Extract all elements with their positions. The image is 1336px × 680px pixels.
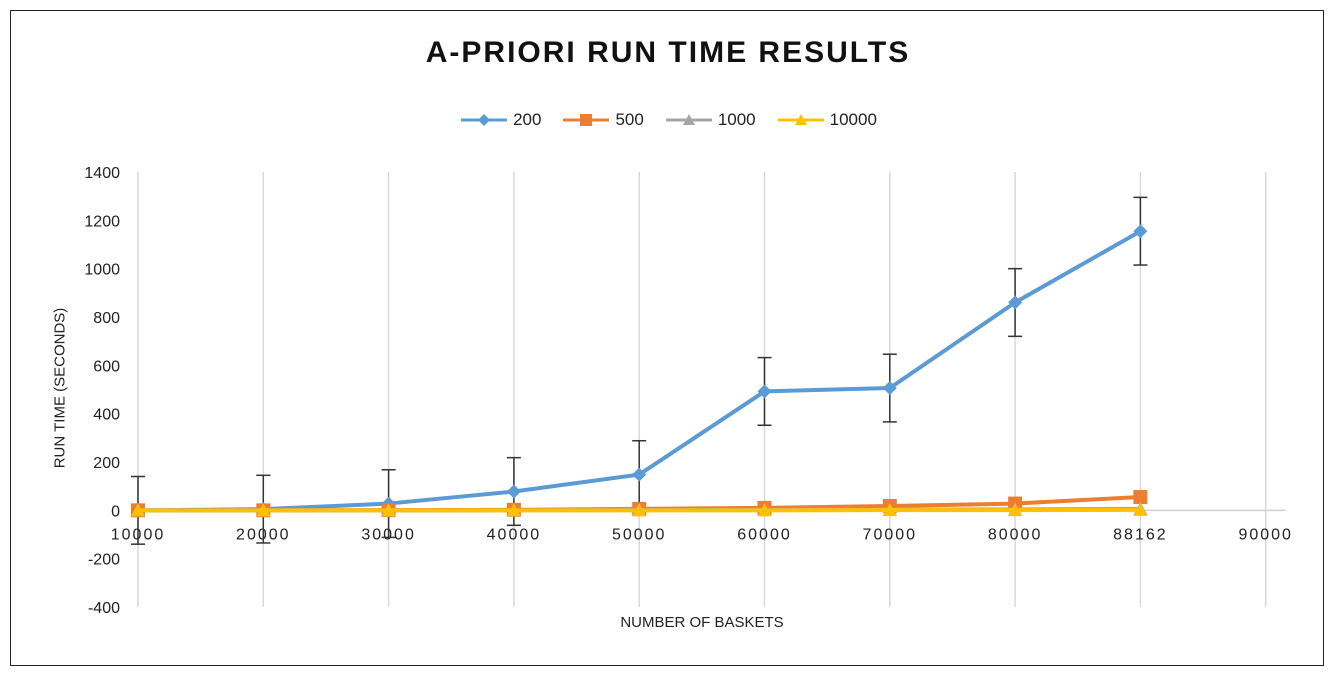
point-200-80000 bbox=[1008, 295, 1023, 310]
point-10000-50000 bbox=[632, 503, 647, 517]
x-tick-20000: 20000 bbox=[236, 526, 291, 543]
point-500-88162 bbox=[1133, 490, 1148, 505]
legend-swatch-10000 bbox=[777, 114, 824, 125]
x-tick-60000: 60000 bbox=[737, 526, 792, 543]
x-tick-90000: 90000 bbox=[1238, 526, 1293, 543]
y-tick--200: -200 bbox=[88, 552, 120, 569]
legend-item-1000: 1000 bbox=[664, 110, 756, 130]
point-200-70000 bbox=[882, 381, 897, 396]
y-tick-200: 200 bbox=[93, 455, 120, 472]
y-tick-0: 0 bbox=[111, 503, 120, 520]
y-tick--400: -400 bbox=[88, 600, 120, 617]
legend-label-500: 500 bbox=[615, 110, 644, 129]
x-tick-88162: 88162 bbox=[1113, 526, 1168, 543]
legend-item-10000: 10000 bbox=[776, 110, 877, 130]
legend-label-1000: 1000 bbox=[717, 110, 756, 129]
legend-label-200: 200 bbox=[513, 110, 542, 129]
y-tick-400: 400 bbox=[93, 407, 120, 424]
point-10000-88162 bbox=[1133, 502, 1148, 516]
point-10000-20000 bbox=[256, 503, 271, 517]
x-tick-50000: 50000 bbox=[612, 526, 667, 543]
x-tick-80000: 80000 bbox=[988, 526, 1043, 543]
point-200-40000 bbox=[506, 484, 521, 499]
legend-swatch-1000 bbox=[665, 114, 712, 125]
point-10000-60000 bbox=[757, 503, 772, 517]
x-tick-70000: 70000 bbox=[863, 526, 918, 543]
y-tick-1000: 1000 bbox=[84, 262, 120, 279]
point-10000-40000 bbox=[506, 503, 521, 517]
legend-swatch-200 bbox=[461, 114, 508, 126]
x-tick-30000: 30000 bbox=[361, 526, 416, 543]
y-tick-1200: 1200 bbox=[84, 213, 120, 230]
point-200-50000 bbox=[632, 467, 647, 482]
point-200-88162 bbox=[1133, 224, 1148, 239]
x-tick-10000: 10000 bbox=[111, 526, 166, 543]
chart-legend: 200 500 1000 10000 bbox=[0, 110, 1336, 130]
y-tick-800: 800 bbox=[93, 310, 120, 327]
chart-title: A-PRIORI RUN TIME RESULTS bbox=[425, 36, 911, 69]
point-10000-70000 bbox=[882, 503, 897, 517]
point-10000-30000 bbox=[381, 503, 396, 517]
legend-item-200: 200 bbox=[459, 110, 541, 130]
legend-item-500: 500 bbox=[561, 110, 644, 130]
point-10000-80000 bbox=[1008, 503, 1023, 517]
x-tick-40000: 40000 bbox=[487, 526, 542, 543]
y-tick-1400: 1400 bbox=[84, 165, 120, 182]
y-axis-label: RUN TIME (SECONDS) bbox=[51, 307, 69, 469]
y-tick-600: 600 bbox=[93, 358, 120, 375]
point-10000-10000 bbox=[131, 503, 145, 517]
x-axis-label: NUMBER OF BASKETS bbox=[620, 614, 784, 631]
legend-label-10000: 10000 bbox=[829, 110, 877, 129]
point-200-60000 bbox=[757, 384, 772, 399]
legend-swatch-500 bbox=[563, 114, 610, 126]
